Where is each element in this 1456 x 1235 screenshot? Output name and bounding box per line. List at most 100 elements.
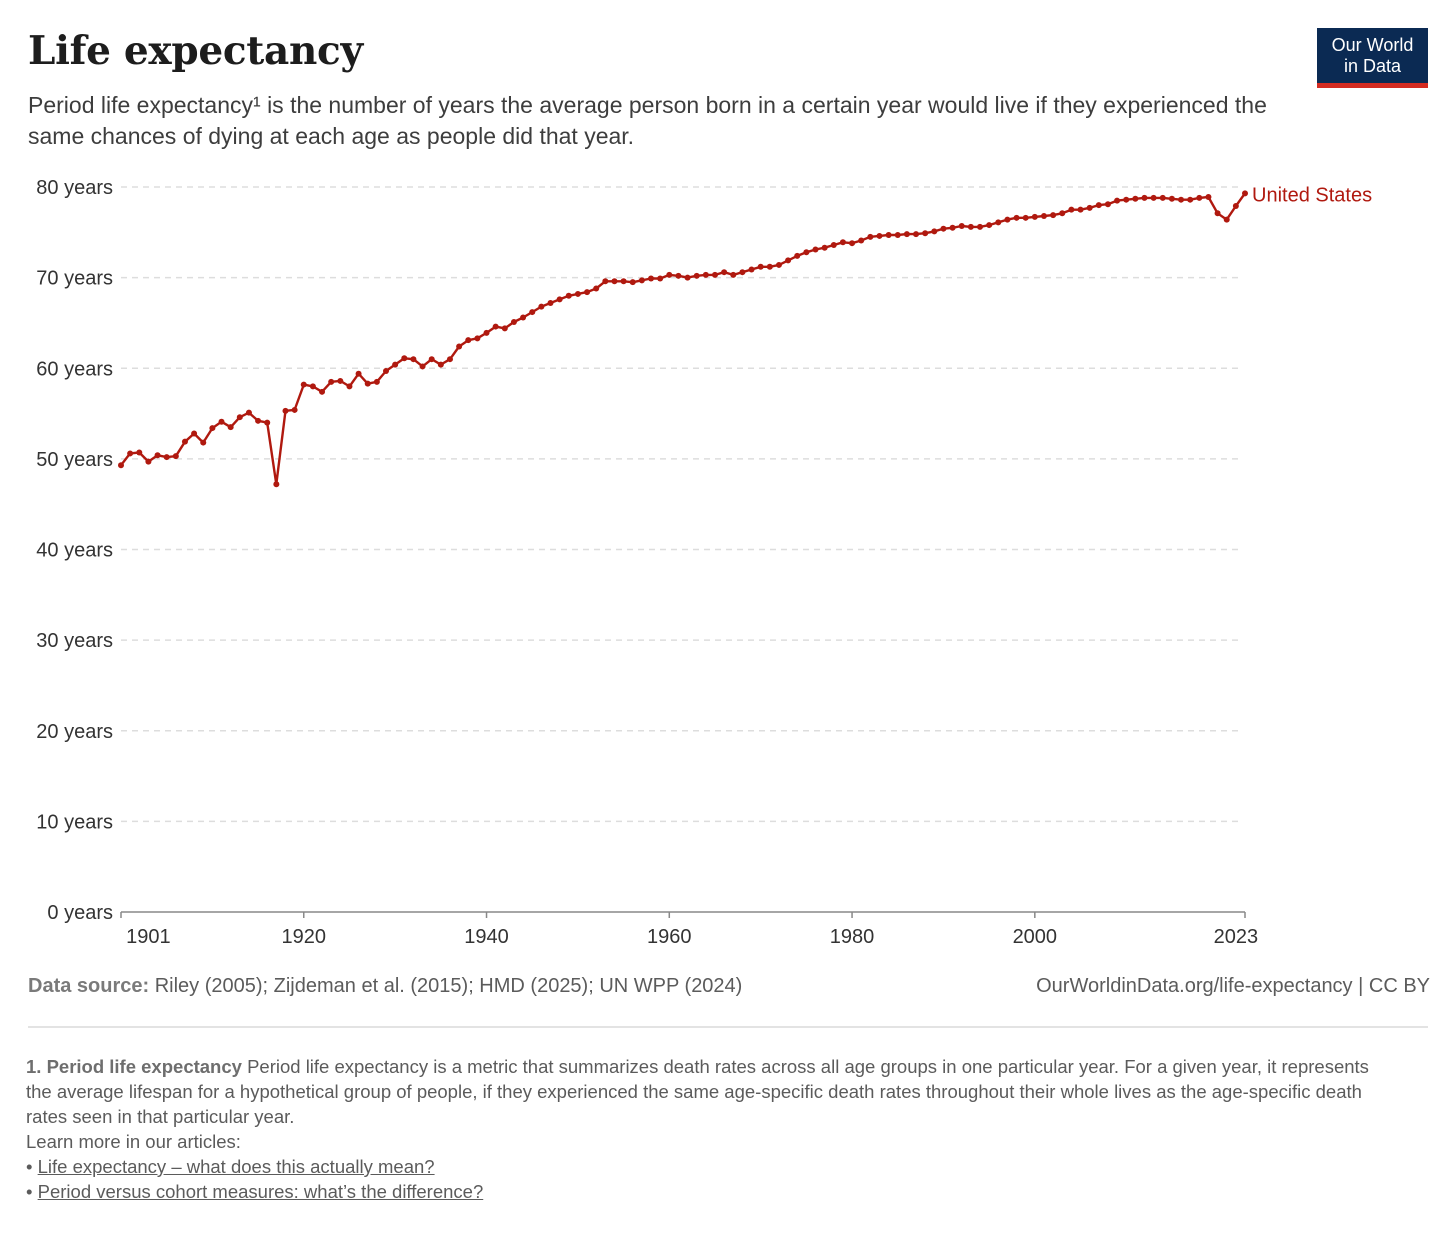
data-point[interactable]: [392, 361, 399, 368]
data-point[interactable]: [903, 231, 910, 238]
data-point[interactable]: [931, 228, 938, 235]
data-point[interactable]: [858, 237, 865, 244]
article-link-life-expectancy[interactable]: Life expectancy – what does this actuall…: [37, 1156, 435, 1177]
data-point[interactable]: [474, 335, 481, 342]
data-point[interactable]: [1214, 210, 1221, 217]
data-point[interactable]: [501, 325, 508, 332]
data-point[interactable]: [118, 462, 124, 469]
data-point[interactable]: [465, 337, 472, 344]
source-credit-link[interactable]: OurWorldinData.org/life-expectancy | CC …: [1036, 975, 1430, 997]
data-point[interactable]: [373, 378, 380, 385]
data-point[interactable]: [995, 219, 1002, 226]
data-point[interactable]: [291, 406, 298, 413]
data-point[interactable]: [922, 230, 929, 237]
data-point[interactable]: [227, 424, 234, 431]
data-point[interactable]: [1232, 203, 1239, 210]
data-point[interactable]: [1114, 197, 1121, 204]
data-point[interactable]: [529, 309, 536, 316]
data-point[interactable]: [346, 383, 353, 390]
data-point[interactable]: [940, 225, 947, 232]
data-point[interactable]: [163, 454, 170, 461]
data-point[interactable]: [1205, 193, 1212, 200]
data-point[interactable]: [666, 271, 673, 278]
data-point[interactable]: [437, 361, 444, 368]
data-point[interactable]: [839, 239, 846, 246]
data-point[interactable]: [1077, 206, 1084, 213]
data-point[interactable]: [510, 319, 517, 326]
data-point[interactable]: [547, 300, 554, 306]
data-point[interactable]: [1050, 212, 1057, 219]
data-point[interactable]: [1132, 195, 1139, 202]
data-point[interactable]: [593, 285, 600, 292]
data-point[interactable]: [1141, 194, 1148, 201]
data-point[interactable]: [638, 277, 645, 284]
data-point[interactable]: [364, 380, 371, 387]
data-point[interactable]: [711, 271, 718, 278]
data-point[interactable]: [785, 257, 792, 264]
data-point[interactable]: [775, 261, 782, 268]
data-point[interactable]: [894, 232, 901, 239]
data-point[interactable]: [584, 289, 591, 296]
data-point[interactable]: [328, 378, 335, 385]
data-point[interactable]: [913, 231, 920, 238]
data-point[interactable]: [410, 356, 417, 363]
data-point[interactable]: [867, 233, 874, 240]
data-point[interactable]: [757, 263, 764, 270]
data-point[interactable]: [300, 381, 307, 388]
data-point[interactable]: [876, 232, 883, 239]
data-point[interactable]: [739, 269, 746, 276]
data-point[interactable]: [1187, 196, 1194, 203]
data-point[interactable]: [1013, 214, 1020, 221]
data-point[interactable]: [319, 388, 326, 395]
data-point[interactable]: [172, 453, 179, 460]
data-point[interactable]: [986, 222, 993, 229]
data-point[interactable]: [200, 439, 207, 446]
data-point[interactable]: [1040, 213, 1047, 219]
data-point[interactable]: [748, 266, 755, 273]
data-point[interactable]: [145, 458, 152, 465]
data-point[interactable]: [1159, 194, 1166, 201]
data-point[interactable]: [629, 279, 636, 286]
data-point[interactable]: [492, 323, 499, 330]
data-point[interactable]: [693, 272, 700, 279]
data-point[interactable]: [1123, 196, 1130, 203]
data-point[interactable]: [1068, 206, 1075, 213]
data-point[interactable]: [1086, 204, 1093, 211]
data-point[interactable]: [565, 292, 572, 299]
data-point[interactable]: [127, 450, 134, 457]
data-point[interactable]: [282, 407, 289, 414]
data-point[interactable]: [849, 240, 856, 247]
data-point[interactable]: [209, 425, 216, 432]
article-link-period-vs-cohort[interactable]: Period versus cohort measures: what’s th…: [37, 1181, 484, 1202]
data-point[interactable]: [885, 232, 892, 239]
data-point[interactable]: [794, 252, 801, 259]
series-layer[interactable]: United States: [118, 184, 1372, 488]
data-point[interactable]: [675, 272, 682, 279]
data-point[interactable]: [1178, 196, 1185, 203]
data-point[interactable]: [949, 224, 956, 231]
data-point[interactable]: [483, 329, 490, 336]
data-point[interactable]: [191, 430, 198, 437]
data-point[interactable]: [1095, 202, 1102, 209]
data-point[interactable]: [812, 246, 819, 253]
data-point[interactable]: [1168, 195, 1175, 202]
data-point[interactable]: [245, 409, 252, 416]
data-point[interactable]: [401, 355, 408, 362]
data-point[interactable]: [154, 452, 161, 459]
data-point[interactable]: [611, 278, 618, 285]
data-point[interactable]: [766, 263, 773, 270]
data-point[interactable]: [657, 275, 664, 282]
data-point[interactable]: [1022, 214, 1029, 221]
data-point[interactable]: [602, 278, 609, 285]
data-point[interactable]: [1031, 213, 1038, 220]
data-point[interactable]: [830, 242, 837, 248]
data-point[interactable]: [1150, 194, 1157, 201]
data-point[interactable]: [181, 438, 188, 445]
data-point[interactable]: [702, 271, 709, 278]
data-point[interactable]: [967, 223, 974, 230]
owid-logo[interactable]: Our World in Data: [1317, 28, 1428, 88]
data-point[interactable]: [1004, 216, 1011, 223]
data-point[interactable]: [821, 244, 828, 251]
data-point[interactable]: [446, 356, 453, 363]
data-point[interactable]: [538, 303, 545, 310]
